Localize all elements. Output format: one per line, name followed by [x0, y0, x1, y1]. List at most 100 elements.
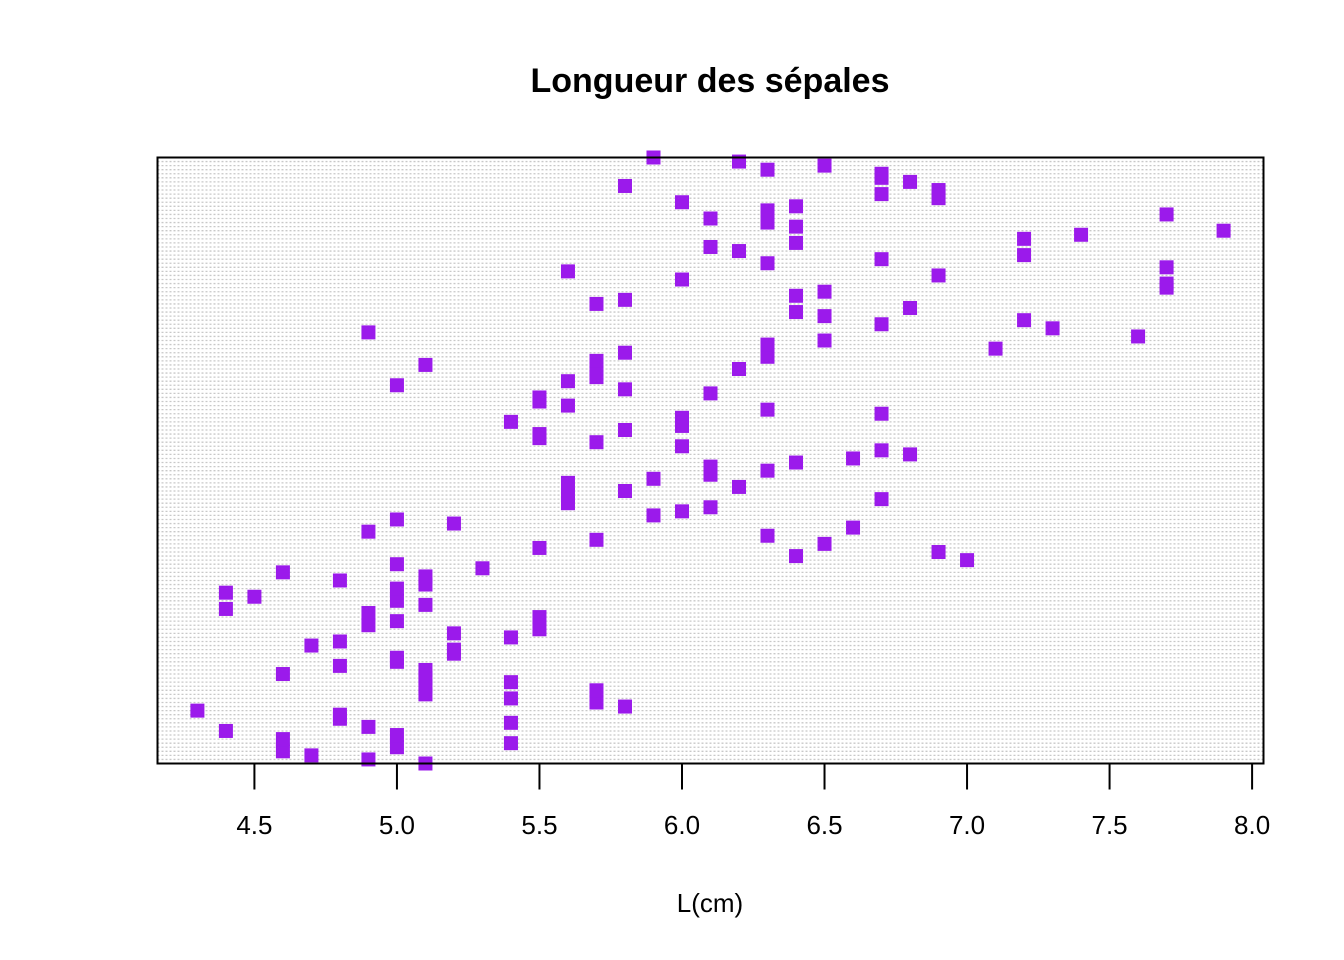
- data-point: [817, 309, 832, 324]
- data-point: [275, 732, 290, 747]
- data-point: [817, 158, 832, 173]
- data-point: [532, 390, 547, 405]
- data-point: [389, 557, 404, 572]
- data-point: [361, 618, 376, 633]
- data-point: [503, 715, 518, 730]
- data-point: [903, 174, 918, 189]
- data-point: [789, 455, 804, 470]
- data-point: [760, 337, 775, 352]
- data-point: [503, 414, 518, 429]
- data-point: [874, 443, 889, 458]
- data-point: [703, 459, 718, 474]
- data-point: [247, 589, 262, 604]
- data-point: [674, 410, 689, 425]
- data-point: [931, 268, 946, 283]
- data-point: [389, 614, 404, 629]
- data-point: [361, 719, 376, 734]
- data-point: [275, 565, 290, 580]
- data-point: [418, 357, 433, 372]
- data-point: [1159, 276, 1174, 291]
- data-point: [674, 195, 689, 210]
- x-tick-label: 6.5: [806, 810, 842, 840]
- data-point: [674, 272, 689, 287]
- data-point: [389, 728, 404, 743]
- data-point: [617, 422, 632, 437]
- data-point: [275, 744, 290, 759]
- data-point: [589, 366, 604, 381]
- data-point: [560, 264, 575, 279]
- data-point: [931, 183, 946, 198]
- x-axis-label: L(cm): [677, 888, 743, 918]
- data-point: [503, 630, 518, 645]
- data-point: [446, 516, 461, 531]
- data-point: [760, 463, 775, 478]
- data-point: [931, 545, 946, 560]
- data-point: [760, 528, 775, 543]
- data-point: [789, 199, 804, 214]
- data-point: [389, 512, 404, 527]
- data-point: [589, 435, 604, 450]
- data-point: [361, 524, 376, 539]
- data-point: [789, 549, 804, 564]
- data-point: [817, 284, 832, 299]
- data-point: [817, 333, 832, 348]
- x-tick-label: 7.5: [1091, 810, 1127, 840]
- data-point: [732, 479, 747, 494]
- data-point: [589, 695, 604, 710]
- data-point: [1159, 260, 1174, 275]
- data-point: [418, 569, 433, 584]
- chart-title: Longueur des sépales: [531, 62, 890, 100]
- data-point: [218, 723, 233, 738]
- data-point: [760, 215, 775, 230]
- data-point: [703, 239, 718, 254]
- data-point: [874, 406, 889, 421]
- data-point: [732, 361, 747, 376]
- data-point: [589, 532, 604, 547]
- x-tick-label: 5.0: [379, 810, 415, 840]
- data-point: [617, 345, 632, 360]
- data-point: [389, 581, 404, 596]
- data-point: [332, 707, 347, 722]
- data-point: [617, 382, 632, 397]
- data-point: [760, 256, 775, 271]
- data-point: [1017, 313, 1032, 328]
- data-point: [389, 593, 404, 608]
- data-point: [760, 402, 775, 417]
- data-point: [1017, 248, 1032, 263]
- data-point: [789, 305, 804, 320]
- data-point: [1159, 207, 1174, 222]
- x-tick-label: 4.5: [236, 810, 272, 840]
- data-point: [218, 601, 233, 616]
- data-point: [446, 626, 461, 641]
- data-point: [389, 378, 404, 393]
- data-point: [332, 658, 347, 673]
- data-point: [503, 691, 518, 706]
- data-point: [589, 683, 604, 698]
- data-point: [960, 553, 975, 568]
- data-point: [703, 386, 718, 401]
- data-point: [703, 211, 718, 226]
- data-point: [1045, 321, 1060, 336]
- data-point: [1216, 223, 1231, 238]
- data-point: [874, 317, 889, 332]
- data-point: [503, 675, 518, 690]
- data-point: [532, 427, 547, 442]
- x-tick-label: 5.5: [521, 810, 557, 840]
- data-point: [760, 162, 775, 177]
- data-point: [988, 341, 1003, 356]
- data-point: [560, 488, 575, 503]
- data-point: [560, 398, 575, 413]
- x-tick-label: 7.0: [949, 810, 985, 840]
- data-point: [1017, 231, 1032, 246]
- data-point: [446, 642, 461, 657]
- data-point: [617, 178, 632, 193]
- data-point: [418, 597, 433, 612]
- data-point: [560, 374, 575, 389]
- data-point: [846, 451, 861, 466]
- data-point: [903, 300, 918, 315]
- data-point: [304, 638, 319, 653]
- data-point: [304, 748, 319, 763]
- data-point: [617, 699, 632, 714]
- data-point: [617, 484, 632, 499]
